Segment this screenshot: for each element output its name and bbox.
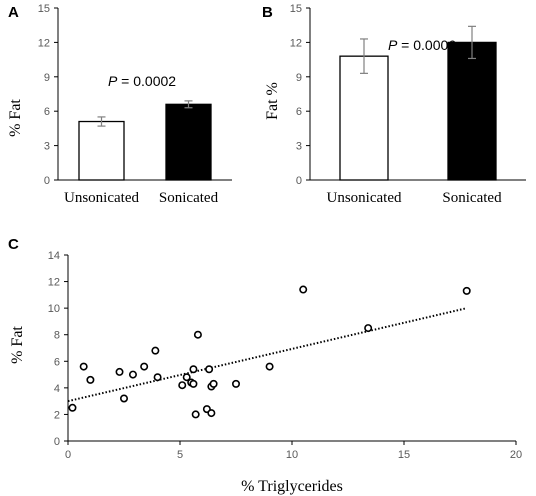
panel-b-ytick-label: 6: [296, 106, 302, 118]
panel-b-pvalue-label: P: [388, 37, 398, 53]
panel-b-plot: 0 3 6 9 12 15 Unsonicated Sonicated: [290, 3, 526, 206]
panel-c-data-point: [151, 346, 160, 355]
panel-b-ytick-label: 0: [296, 175, 302, 187]
panel-b-pvalue-text: = 0.0006: [397, 37, 456, 53]
panel-c-data-point: [189, 365, 198, 374]
panel-c-data-point: [209, 379, 218, 388]
panel-b-ytick-label: 3: [296, 141, 302, 153]
panel-b-category-label: Unsonicated: [327, 190, 402, 206]
panel-c-data-point: [364, 324, 373, 333]
panel-c-xlabel: % Triglycerides: [241, 478, 343, 495]
panel-a-ytick-label: 15: [38, 3, 50, 15]
panel-c-xtick-label: 10: [286, 449, 298, 461]
panel-c-plot: 0 2 4 6 8 10 12 14 0 5 10 15 20: [48, 250, 522, 461]
panel-b-pvalue: P = 0.0006: [388, 37, 456, 53]
panel-a-pvalue-text: = 0.0002: [117, 73, 176, 89]
panel-c-data-point: [232, 379, 241, 388]
panel-c-data-point: [86, 375, 95, 384]
panel-c-xtick-label: 5: [177, 449, 183, 461]
panel-b-category-label: Sonicated: [442, 190, 502, 206]
panel-b-ytick-label: 9: [296, 72, 302, 84]
panel-c-data-point: [265, 362, 274, 371]
panel-c-data-point: [79, 362, 88, 371]
panel-a-bar: [78, 120, 125, 181]
panel-c-data-point: [128, 370, 137, 379]
panel-label-c: C: [8, 236, 19, 253]
panel-a-category-label: Sonicated: [159, 190, 219, 206]
panel-b-bar: [447, 41, 497, 181]
panel-c-data-point: [182, 373, 191, 382]
panel-c-trendline: [67, 307, 467, 403]
panel-c-data-point: [120, 394, 129, 403]
panel-label-b: B: [262, 4, 273, 21]
panel-c-data-point: [191, 410, 200, 419]
panel-a-pvalue-label: P: [108, 73, 118, 89]
panel-c-data-point: [178, 381, 187, 390]
panel-a-ytick-label: 3: [44, 141, 50, 153]
panel-c-xtick-label: 0: [65, 449, 71, 461]
panel-c-xtick-label: 15: [398, 449, 410, 461]
panel-c-data-point: [207, 409, 216, 418]
panel-c-ytick-label: 12: [48, 277, 60, 289]
panel-c-ytick-label: 2: [54, 409, 60, 421]
panel-label-a: A: [8, 4, 19, 21]
panel-c-ylabel: % Fat: [9, 326, 26, 364]
panel-a-ytick-label: 12: [38, 37, 50, 49]
panel-c-data-point: [115, 367, 124, 376]
panel-a-pvalue: P = 0.0002: [108, 73, 176, 89]
panel-c-data-point: [193, 330, 202, 339]
panel-a-ytick-label: 9: [44, 72, 50, 84]
panel-b-ytick-label: 12: [290, 37, 302, 49]
panel-c-ytick-label: 4: [54, 383, 60, 395]
panel-a-ylabel: % Fat: [7, 99, 24, 137]
panel-c-ytick-label: 14: [48, 250, 60, 262]
panel-c-data-point: [299, 285, 308, 294]
panel-c-data-point: [153, 373, 162, 382]
panel-a-category-label: Unsonicated: [64, 190, 139, 206]
panel-c-data-point: [140, 362, 149, 371]
panel-c-ytick-label: 6: [54, 356, 60, 368]
panel-c-data-point: [68, 403, 77, 412]
panel-c-data-point: [462, 286, 471, 295]
panel-b-bar: [339, 55, 389, 181]
panel-c-data-point: [205, 365, 214, 374]
panel-c-xtick-label: 20: [510, 449, 522, 461]
panel-a-ytick-label: 0: [44, 175, 50, 187]
panel-c-ytick-label: 0: [54, 436, 60, 448]
panel-b-ylabel: Fat %: [264, 82, 281, 120]
panel-c-ytick-label: 8: [54, 330, 60, 342]
panel-c-ytick-label: 10: [48, 303, 60, 315]
panel-a-plot: 0 3 6 9 12 15 Unsonicated Sonicated: [38, 3, 232, 206]
panel-a-ytick-label: 6: [44, 106, 50, 118]
panel-a-bar: [165, 103, 212, 181]
panel-b-ytick-label: 15: [290, 3, 302, 15]
panel-c-data-point: [189, 379, 198, 388]
